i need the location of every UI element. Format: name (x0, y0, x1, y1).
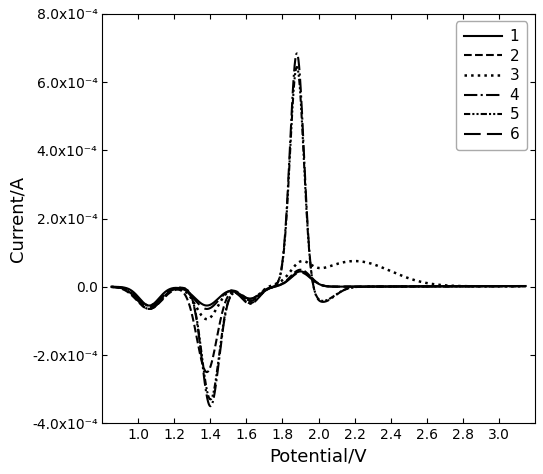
3 (522, 283, 529, 289)
5 (418, 283, 424, 289)
X-axis label: Potential/V: Potential/V (270, 447, 367, 465)
Line: 6: 6 (111, 273, 526, 309)
1 (378, 283, 384, 289)
Line: 1: 1 (111, 272, 526, 306)
6 (267, 285, 273, 291)
1 (204, 303, 210, 309)
3 (299, 258, 306, 264)
3 (108, 284, 115, 290)
2 (184, 295, 190, 301)
1 (184, 288, 190, 294)
3 (184, 290, 190, 295)
2 (108, 284, 115, 290)
3 (418, 279, 424, 284)
4 (108, 284, 115, 290)
5 (294, 64, 300, 70)
6 (357, 284, 363, 290)
3 (378, 264, 384, 270)
5 (184, 287, 190, 292)
2 (378, 284, 384, 290)
4 (522, 283, 529, 289)
4 (357, 284, 363, 290)
2 (297, 267, 304, 273)
6 (204, 306, 210, 312)
6 (297, 270, 304, 275)
1 (357, 284, 363, 290)
5 (267, 285, 273, 291)
2 (357, 284, 363, 290)
Line: 2: 2 (111, 270, 526, 372)
1 (522, 283, 529, 289)
4 (184, 287, 190, 292)
6 (108, 284, 115, 290)
6 (418, 283, 424, 289)
5 (522, 283, 529, 289)
2 (267, 285, 273, 291)
3 (357, 258, 363, 264)
2 (204, 369, 210, 375)
Line: 5: 5 (111, 67, 526, 400)
5 (357, 284, 363, 290)
5 (108, 284, 115, 290)
Line: 3: 3 (111, 261, 526, 319)
4 (418, 283, 424, 289)
6 (184, 289, 190, 295)
Legend: 1, 2, 3, 4, 5, 6: 1, 2, 3, 4, 5, 6 (456, 21, 527, 150)
4 (449, 283, 456, 289)
4 (378, 284, 384, 290)
1 (418, 283, 424, 289)
3 (267, 283, 273, 289)
4 (267, 285, 273, 291)
5 (207, 397, 214, 402)
2 (418, 283, 424, 289)
1 (267, 285, 273, 291)
4 (207, 403, 214, 409)
2 (522, 283, 529, 289)
5 (449, 283, 456, 289)
Line: 4: 4 (111, 54, 526, 406)
3 (449, 283, 456, 289)
6 (522, 283, 529, 289)
4 (294, 51, 300, 56)
5 (378, 284, 384, 290)
1 (297, 269, 304, 274)
3 (204, 316, 210, 322)
2 (449, 283, 456, 289)
Y-axis label: Current/A: Current/A (8, 175, 26, 262)
1 (108, 284, 115, 290)
6 (378, 283, 384, 289)
1 (449, 283, 456, 289)
6 (449, 283, 456, 289)
